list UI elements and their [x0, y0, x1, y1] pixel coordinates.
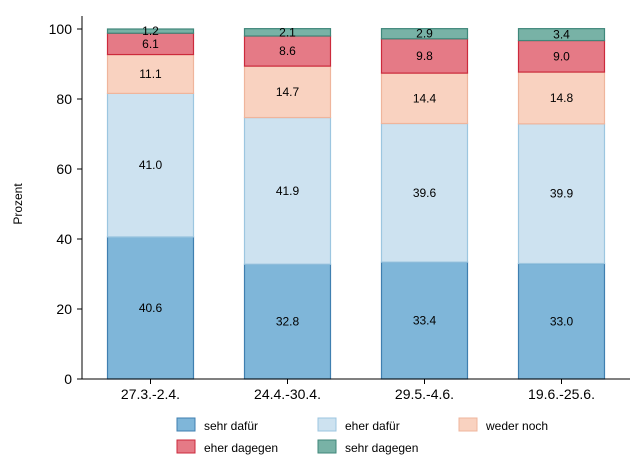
data-label: 11.1 — [139, 67, 162, 81]
data-label: 32.8 — [276, 315, 300, 329]
bar-segment — [106, 92, 195, 238]
y-axis-title: Prozent — [11, 183, 25, 225]
legend-swatch — [176, 417, 196, 432]
y-tick-label: 100 — [49, 21, 73, 37]
x-tick-label: 24.4.-30.4. — [254, 386, 321, 402]
legend-swatch — [317, 439, 337, 454]
legend-label: sehr dagegen — [345, 441, 418, 455]
bars-layer — [106, 28, 606, 380]
x-tick-label: 29.5.-4.6. — [395, 386, 454, 402]
bar-segment — [243, 65, 332, 119]
data-label: 3.4 — [553, 28, 570, 42]
bar-segment — [243, 28, 332, 37]
y-tick-label: 40 — [56, 231, 72, 247]
bar-segment — [380, 72, 469, 125]
y-tick-label: 80 — [56, 91, 72, 107]
data-label: 6.1 — [142, 37, 159, 51]
legend-label: sehr dafür — [204, 419, 258, 433]
data-label: 2.9 — [416, 27, 433, 41]
data-label: 1.2 — [142, 24, 159, 38]
data-label: 41.9 — [276, 184, 300, 198]
bar-segment — [243, 35, 332, 67]
data-label: 40.6 — [139, 301, 163, 315]
data-label: 33.0 — [550, 314, 574, 328]
y-tick-label: 0 — [64, 371, 72, 387]
data-label: 8.6 — [279, 44, 296, 58]
bar-segment — [106, 236, 195, 380]
bar-segment — [380, 28, 469, 40]
bar-segment — [380, 38, 469, 74]
x-tick-label: 19.6.-25.6. — [528, 386, 595, 402]
x-tick-label: 27.3.-2.4. — [121, 386, 180, 402]
legend: sehr dafür eher dafür weder noch eher dageg… — [176, 417, 548, 455]
legend-label: eher dagegen — [204, 441, 278, 455]
value-labels-layer: 40.6 41.0 11.1 6.11.2 32.8 41.9 14.7 8.6 2.1 33.4… — [139, 24, 574, 329]
bar-segment — [517, 123, 606, 265]
legend-label: weder noch — [485, 419, 548, 433]
data-label: 39.6 — [413, 186, 437, 200]
legend-swatch — [317, 417, 337, 432]
bar-segment — [243, 116, 332, 265]
legend-swatch — [176, 439, 196, 454]
data-label: 9.8 — [416, 49, 433, 63]
data-label: 14.8 — [550, 91, 574, 105]
data-label: 2.1 — [279, 25, 296, 39]
bar-segment — [517, 28, 606, 42]
data-label: 39.9 — [550, 187, 574, 201]
axes-layer: 27.3.-2.4. 24.4.-30.4. 29.5.-4.6. 19.6.-25.… — [49, 16, 630, 402]
data-label: 9.0 — [553, 49, 570, 63]
data-label: 33.4 — [413, 314, 437, 328]
y-tick-label: 60 — [56, 161, 72, 177]
legend-swatch — [458, 417, 478, 432]
data-label: 14.4 — [413, 91, 437, 105]
data-label: 14.7 — [276, 85, 300, 99]
data-label: 41.0 — [139, 158, 163, 172]
bar-segment — [106, 28, 195, 34]
y-tick-label: 20 — [56, 301, 72, 317]
bar-segment — [517, 262, 606, 380]
legend-label: eher dafür — [345, 419, 400, 433]
